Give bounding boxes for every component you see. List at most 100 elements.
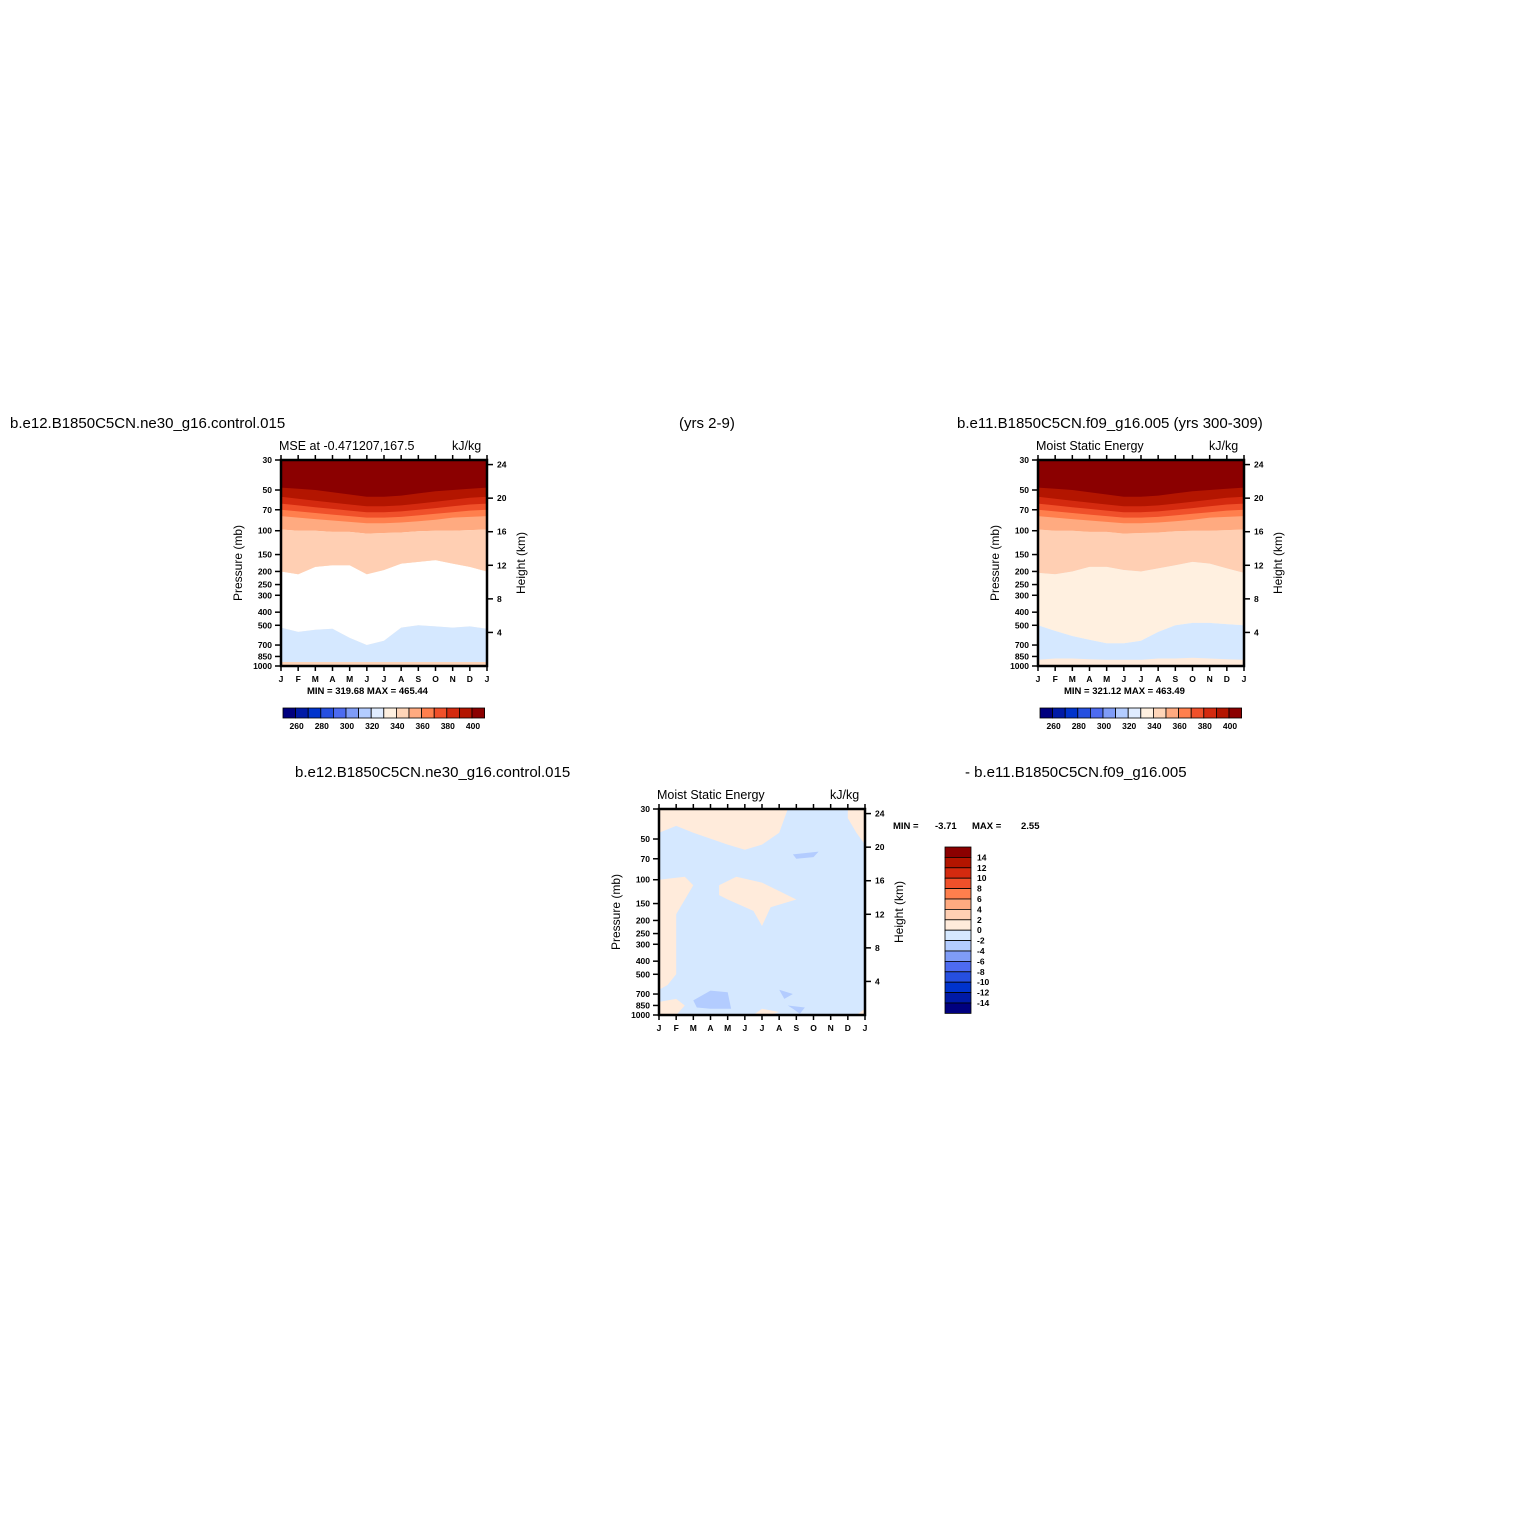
panel-a-x-tick-label: S xyxy=(415,674,421,684)
panel-b-y-tick-label: 150 xyxy=(1015,550,1029,560)
panel-a-colorbar-label: 280 xyxy=(315,721,329,731)
panel-b-y-tick-label: 850 xyxy=(1015,651,1029,661)
panel-diff-colorbar-label: -14 xyxy=(977,998,990,1008)
panel-diff-y-tick-label: 100 xyxy=(636,875,650,885)
panel-a-y-tick-label: 50 xyxy=(263,485,273,495)
panel-b-y-tick-label: 100 xyxy=(1015,526,1029,536)
panel-a-band-345 xyxy=(281,529,487,575)
panel-b-band-400 xyxy=(1038,460,1244,497)
panel-diff-negative-region xyxy=(779,989,793,999)
panel-b-x-tick-label: A xyxy=(1155,674,1161,684)
panel-diff-min: -3.71 xyxy=(935,821,957,832)
panel-b-ylabel-right: Height (km) xyxy=(1271,532,1285,594)
panel-a-y-tick-label: 400 xyxy=(258,607,272,617)
panel-diff-y-tick-label: 300 xyxy=(636,939,650,949)
panel-a-y2-tick-label: 4 xyxy=(497,627,502,637)
panel-a-y2-tick-label: 24 xyxy=(497,460,507,470)
panel-a-y-tick-label: 700 xyxy=(258,640,272,650)
panel-diff-colorbar-label: 4 xyxy=(977,904,982,914)
panel-diff-y-tick-label: 30 xyxy=(641,804,651,814)
panel-diff-colorbar-box xyxy=(944,898,972,910)
panel-b-x-tick-label: M xyxy=(1103,674,1110,684)
panel-diff-y2-tick-label: 8 xyxy=(875,943,880,953)
panel-a-x-tick-label: O xyxy=(432,674,439,684)
panel-diff-colorbar-box xyxy=(944,940,972,952)
panel-diff-colorbar-box xyxy=(944,877,972,890)
panel-a-y2-tick-label: 20 xyxy=(497,493,507,503)
panel-diff-units: kJ/kg xyxy=(830,788,860,802)
panel-b-colorbar-label: 280 xyxy=(1072,721,1086,731)
panel-b-colorbar-label: 380 xyxy=(1198,721,1212,731)
panel-b-y-tick-label: 700 xyxy=(1015,640,1029,650)
panel-diff-colorbar-box xyxy=(944,888,972,900)
panel-diff-colorbar-label: 0 xyxy=(977,925,982,935)
panel-diff-colorbar-label: -2 xyxy=(977,936,985,946)
panel-diff-x-tick-label: J xyxy=(742,1023,747,1033)
panel-b-x-tick-label: J xyxy=(1036,674,1041,684)
panel-a-surface-band xyxy=(281,662,487,666)
panel-b-title: Moist Static Energy xyxy=(1036,439,1144,453)
panel-diff-y-tick-label: 200 xyxy=(636,915,650,925)
panel-diff-max: 2.55 xyxy=(1021,821,1040,832)
panel-diff-x-tick-label: M xyxy=(724,1023,731,1033)
panel-a-colorbar-label: 360 xyxy=(416,721,430,731)
panel-diff-colorbar-label: 8 xyxy=(977,884,982,894)
panel-a-units: kJ/kg xyxy=(452,439,482,453)
diff-title-left: b.e12.B1850C5CN.ne30_g16.control.015 xyxy=(295,764,571,781)
panel-a-colorbar-label: 340 xyxy=(390,721,404,731)
panel-a-ylabel-right: Height (km) xyxy=(514,532,528,594)
panel-b-stats: MIN = 321.12 MAX = 463.49 xyxy=(1064,686,1185,697)
panel-b-y2-tick-label: 24 xyxy=(1254,460,1264,470)
panel-a-x-tick-label: M xyxy=(312,674,319,684)
panel-diff-colorbar-label: 2 xyxy=(977,915,982,925)
panel-diff-negative-region xyxy=(693,990,732,1009)
panel-a-colorbar-label: 380 xyxy=(441,721,455,731)
diff-title-right: - b.e11.B1850C5CN.f09_g16.005 xyxy=(965,764,1187,781)
panel-a-x-tick-label: J xyxy=(364,674,369,684)
panel-diff-x-tick-label: S xyxy=(793,1023,799,1033)
panel-diff-colorbar-label: 6 xyxy=(977,894,982,904)
panel-diff-positive-region xyxy=(659,876,694,990)
panel-b-y-tick-label: 250 xyxy=(1015,580,1029,590)
panel-diff-x-tick-label: J xyxy=(760,1023,765,1033)
panel-b-y-tick-label: 50 xyxy=(1020,485,1030,495)
panel-b-colorbar-label: 340 xyxy=(1147,721,1161,731)
panel-diff-y2-tick-label: 20 xyxy=(875,842,885,852)
panel-b-colorbar-label: 360 xyxy=(1173,721,1187,731)
panel-a-y2-tick-label: 8 xyxy=(497,594,502,604)
panel-b-y2-tick-label: 12 xyxy=(1254,560,1264,570)
panel-b-x-tick-label: N xyxy=(1207,674,1213,684)
panel-b-y-tick-label: 300 xyxy=(1015,590,1029,600)
panel-diff-x-tick-label: M xyxy=(690,1023,697,1033)
panel-b-y2-tick-label: 16 xyxy=(1254,527,1264,537)
panel-diff-x-tick-label: A xyxy=(776,1023,782,1033)
panel-b-x-tick-label: O xyxy=(1189,674,1196,684)
panel-b-x-tick-label: J xyxy=(1121,674,1126,684)
panel-b-colorbar-label: 400 xyxy=(1223,721,1237,731)
panel-b-colorbar-box xyxy=(1228,707,1243,719)
panel-diff-y2-tick-label: 4 xyxy=(875,976,880,986)
panel-a-y-tick-label: 1000 xyxy=(253,661,272,671)
case-a-years: (yrs 2-9) xyxy=(679,415,735,432)
panel-a-stats: MIN = 319.68 MAX = 465.44 xyxy=(307,686,428,697)
panel-diff-y-tick-label: 70 xyxy=(641,854,651,864)
panel-diff-y-tick-label: 1000 xyxy=(631,1010,650,1020)
panel-diff-y2-tick-label: 12 xyxy=(875,909,885,919)
panel-a-y-tick-label: 250 xyxy=(258,580,272,590)
panel-a-x-tick-label: M xyxy=(346,674,353,684)
panel-diff-max-label: MAX = xyxy=(972,821,1002,832)
panel-a-y-tick-label: 30 xyxy=(263,455,273,465)
panel-diff-y-tick-label: 250 xyxy=(636,929,650,939)
panel-diff-colorbar-box xyxy=(944,929,972,942)
panel-diff-x-tick-label: F xyxy=(674,1023,679,1033)
panel-a-y-tick-label: 150 xyxy=(258,550,272,560)
panel-a-title: MSE at -0.471207,167.5 xyxy=(279,439,415,453)
panel-a-y-tick-label: 100 xyxy=(258,526,272,536)
panel-diff-x-tick-label: A xyxy=(707,1023,713,1033)
panel-a-colorbar-label: 260 xyxy=(290,721,304,731)
panel-a-y-tick-label: 850 xyxy=(258,651,272,661)
panel-diff-positive-region xyxy=(753,1008,780,1015)
panel-diff-colorbar-box xyxy=(944,909,972,921)
panel-diff-positive-region xyxy=(856,1008,865,1015)
